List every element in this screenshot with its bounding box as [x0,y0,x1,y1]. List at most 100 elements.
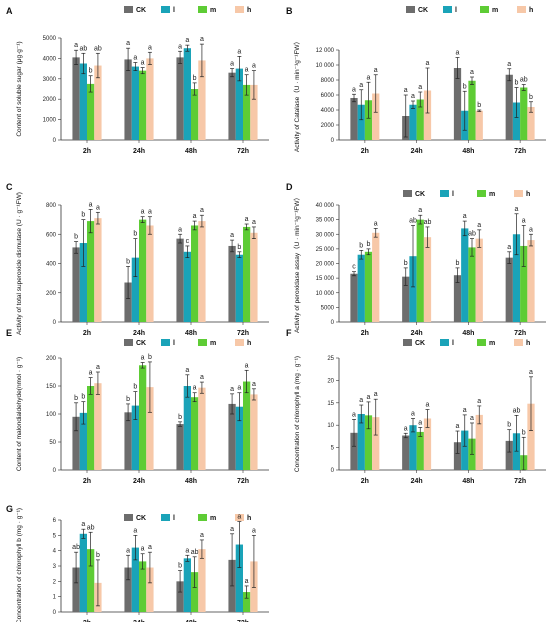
panel-d: D CK l m h 0 5000 10 000 15 000 20 000 25 000 30 00… [286,182,546,337]
bar-l [512,433,521,470]
legend-swatch [440,190,449,197]
significance-letter: a [456,50,460,57]
bar-h [475,110,483,140]
legend-swatch [198,339,207,346]
significance-letter: a [359,397,363,404]
y-tick-label: 2000 [43,97,57,103]
significance-letter: a [133,527,137,534]
significance-letter: a [230,526,234,533]
significance-letter: a [507,244,511,251]
bar-m [139,561,147,612]
bar-m [364,415,373,470]
bar-h [372,93,380,140]
panel-a: A CK l m h 0 1000 2000 3000 4000 5000 Content of so… [6,6,269,155]
bar-ck [228,72,236,140]
x-tick-label: 24h [411,330,423,337]
significance-letter: a [463,407,467,414]
significance-letter: a [352,86,356,93]
bar-m [191,89,199,140]
bar-l [512,234,521,322]
significance-letter: a [193,213,197,220]
y-tick-label: 100 [46,412,57,418]
y-tick-label: 12 000 [316,48,335,54]
y-tick-label: 2 [53,579,57,585]
legend: CK l m h [403,339,530,347]
y-tick-label: 25 000 [316,247,335,253]
legend-swatch [406,6,415,13]
bar-ck [72,416,80,470]
bar-m [520,245,528,322]
significance-letter: a [185,37,189,44]
bar-ck [402,435,410,470]
y-tick-label: 0 [53,468,57,474]
bar-m [520,87,528,140]
significance-letter: b [178,563,182,570]
legend-label: l [455,7,457,14]
significance-letter: ab [72,544,80,551]
bar-h [250,84,258,140]
legend-swatch [198,514,207,521]
y-tick-label: 40 000 [316,203,335,209]
bar-m [364,251,373,322]
x-tick-label: 24h [133,620,145,622]
significance-letter: b [178,414,182,421]
bar-h [146,58,154,140]
bar-h [423,418,432,470]
panel-e: E CK l m h 0 50 100 150 200 Content of malondialde… [6,328,269,485]
panel-f: F CK l m h 0 5 10 15 20 25 Concentration of chlorop… [286,328,546,485]
bar-h [250,232,258,322]
y-tick-label: 20 [327,378,334,384]
legend: CK l m h [124,514,251,522]
significance-letter: a [367,74,371,81]
legend-label: h [526,340,530,347]
y-tick-label: 4000 [321,108,335,114]
significance-letter: a [237,48,241,55]
bar-l [235,406,243,470]
y-tick-label: 6 [53,518,57,524]
y-tick-label: 0 [331,138,335,144]
significance-letter: a [148,544,152,551]
x-tick-label: 2h [361,148,369,155]
significance-letter: a [141,546,145,553]
significance-letter: b [529,94,533,101]
significance-letter: a [245,67,249,74]
bar-l [461,430,469,470]
bar-h [475,414,483,470]
significance-letter: b [126,258,130,265]
significance-letter: ab [409,217,417,224]
y-tick-label: 200 [46,356,57,362]
significance-letter: a [230,61,234,68]
significance-letter: a [193,385,197,392]
bar-l [131,405,139,470]
bar-ck [176,238,184,322]
legend-label: CK [415,340,425,347]
bar-m [468,80,476,140]
significance-letter: a [148,44,152,51]
legend-swatch [477,190,486,197]
significance-letter: a [367,394,371,401]
significance-letter: a [404,87,408,94]
legend-swatch [477,339,486,346]
legend-swatch [161,339,170,346]
x-tick-label: 72h [514,330,526,337]
significance-letter: a [522,217,526,224]
significance-letter: a [252,219,256,226]
y-axis-label: Activity of Catalase（U · min⁻¹g⁻¹FW） [293,38,301,152]
x-tick-label: 2h [361,478,369,485]
y-tick-label: 600 [46,232,57,238]
bar-h [198,549,206,612]
significance-letter: a [133,54,137,61]
significance-letter: a [141,354,145,361]
significance-letter: a [200,207,204,214]
significance-letter: ab [79,45,87,52]
legend-label: m [492,7,498,14]
bar-ck [453,68,462,140]
panel-b: B CK l m h 0 2000 4000 6000 8000 10 000 12 000 Activ… [286,6,546,155]
y-tick-label: 50 [49,440,56,446]
significance-letter: a [374,391,378,398]
bar-m [416,431,424,470]
y-axis-label: Content of soluble sugar (μg·g⁻¹) [16,41,23,136]
bar-ck [505,74,513,140]
bar-h [372,232,380,322]
legend-swatch [440,339,449,346]
